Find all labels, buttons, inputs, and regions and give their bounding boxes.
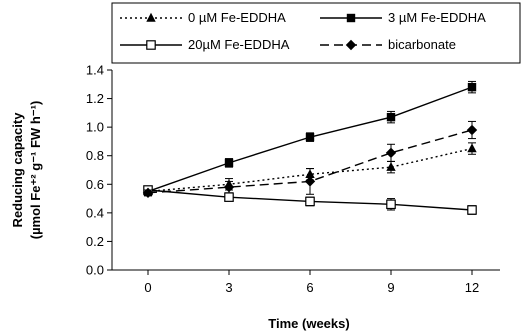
data-point-diamond: [142, 187, 154, 199]
data-point-square-filled: [224, 158, 234, 168]
y-axis-ticks: 0.0 0.2 0.4 0.6 0.8 1.0 1.2 1.4: [86, 63, 112, 278]
legend-label: 3 µM Fe-EDDHA: [388, 10, 486, 25]
data-point-triangle: [386, 161, 396, 171]
y-tick-label: 1.4: [86, 63, 104, 78]
data-point-square-open: [386, 199, 396, 210]
y-tick-label: 0.6: [86, 177, 104, 192]
series-3: [142, 120, 478, 199]
data-point-triangle: [146, 12, 156, 22]
x-tick-label: 12: [465, 280, 479, 295]
series-layer: [142, 80, 478, 215]
series-line: [147, 147, 473, 193]
legend-label: 0 µM Fe-EDDHA: [188, 10, 286, 25]
x-axis-title: Time (weeks): [268, 316, 349, 331]
data-point-square-filled: [305, 132, 315, 142]
x-tick-label: 0: [144, 280, 151, 295]
data-point-square-open: [467, 205, 477, 215]
data-point-diamond: [304, 176, 316, 187]
x-tick-label: 6: [306, 280, 313, 295]
data-point-triangle: [467, 143, 477, 153]
x-tick-label: 3: [225, 280, 232, 295]
legend-item-2: 20µM Fe-EDDHA: [120, 37, 290, 52]
y-tick-label: 1.2: [86, 91, 104, 106]
legend-label: 20µM Fe-EDDHA: [188, 37, 290, 52]
data-point-square-open: [146, 40, 156, 50]
y-axis-title-line1: Reducing capacity: [10, 112, 25, 228]
data-point-square-filled: [467, 82, 477, 92]
data-point-diamond: [466, 124, 478, 136]
y-tick-label: 0.0: [86, 263, 104, 278]
y-tick-label: 0.2: [86, 234, 104, 249]
data-point-square-filled: [386, 112, 396, 122]
data-point-square-filled: [346, 13, 356, 23]
series-1: [143, 80, 477, 197]
data-point-square-open: [224, 192, 234, 202]
x-axis-ticks: 0 3 6 9 12: [144, 270, 479, 295]
legend-item-1: 3 µM Fe-EDDHA: [320, 10, 486, 25]
data-point-diamond: [345, 39, 357, 51]
legend-item-3: bicarbonate: [320, 37, 456, 52]
y-tick-label: 0.8: [86, 148, 104, 163]
data-point-square-open: [305, 196, 315, 207]
y-axis-title-line2: (µmol Fe⁺² g⁻¹ FW h⁻¹): [28, 101, 43, 240]
legend-item-0: 0 µM Fe-EDDHA: [120, 10, 286, 25]
data-point-diamond: [385, 147, 397, 159]
legend: 0 µM Fe-EDDHA 3 µM Fe-EDDHA 20µM Fe-EDDHA b…: [111, 2, 521, 64]
y-tick-label: 0.4: [86, 205, 104, 220]
y-tick-label: 1.0: [86, 120, 104, 135]
data-point-diamond: [223, 181, 235, 193]
x-tick-label: 9: [387, 280, 394, 295]
legend-label: bicarbonate: [388, 37, 456, 52]
legend-box: [111, 2, 521, 64]
